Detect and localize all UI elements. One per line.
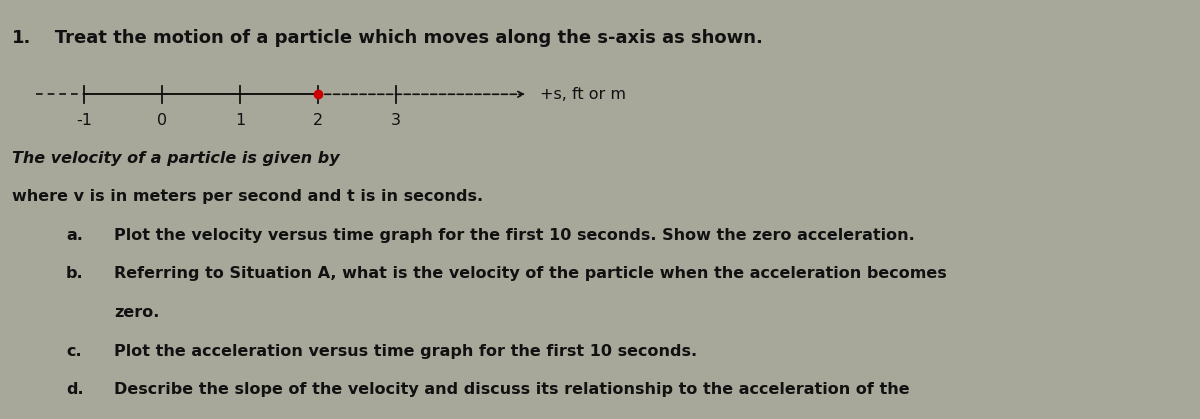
Text: Describe the slope of the velocity and discuss its relationship to the accelerat: Describe the slope of the velocity and d…: [114, 382, 910, 397]
Text: 3: 3: [391, 113, 401, 128]
Text: 2: 2: [313, 113, 323, 128]
Text: -1: -1: [76, 113, 92, 128]
Text: Treat the motion of a particle which moves along the s-axis as shown.: Treat the motion of a particle which mov…: [36, 29, 763, 47]
Text: Plot the acceleration versus time graph for the first 10 seconds.: Plot the acceleration versus time graph …: [114, 344, 697, 359]
Text: +s, ft or m: +s, ft or m: [540, 87, 626, 102]
Text: zero.: zero.: [114, 305, 160, 320]
Text: a.: a.: [66, 228, 83, 243]
Text: where v is in meters per second and t is in seconds.: where v is in meters per second and t is…: [12, 189, 484, 204]
Text: Plot the velocity versus time graph for the first 10 seconds. Show the zero acce: Plot the velocity versus time graph for …: [114, 228, 914, 243]
Text: Referring to Situation A, what is the velocity of the particle when the accelera: Referring to Situation A, what is the ve…: [114, 266, 947, 282]
Text: 0: 0: [157, 113, 167, 128]
Text: 1.: 1.: [12, 29, 31, 47]
Text: c.: c.: [66, 344, 82, 359]
Text: 1: 1: [235, 113, 245, 128]
Text: b.: b.: [66, 266, 84, 282]
Text: The velocity of a particle is given by: The velocity of a particle is given by: [12, 151, 346, 166]
Text: d.: d.: [66, 382, 84, 397]
